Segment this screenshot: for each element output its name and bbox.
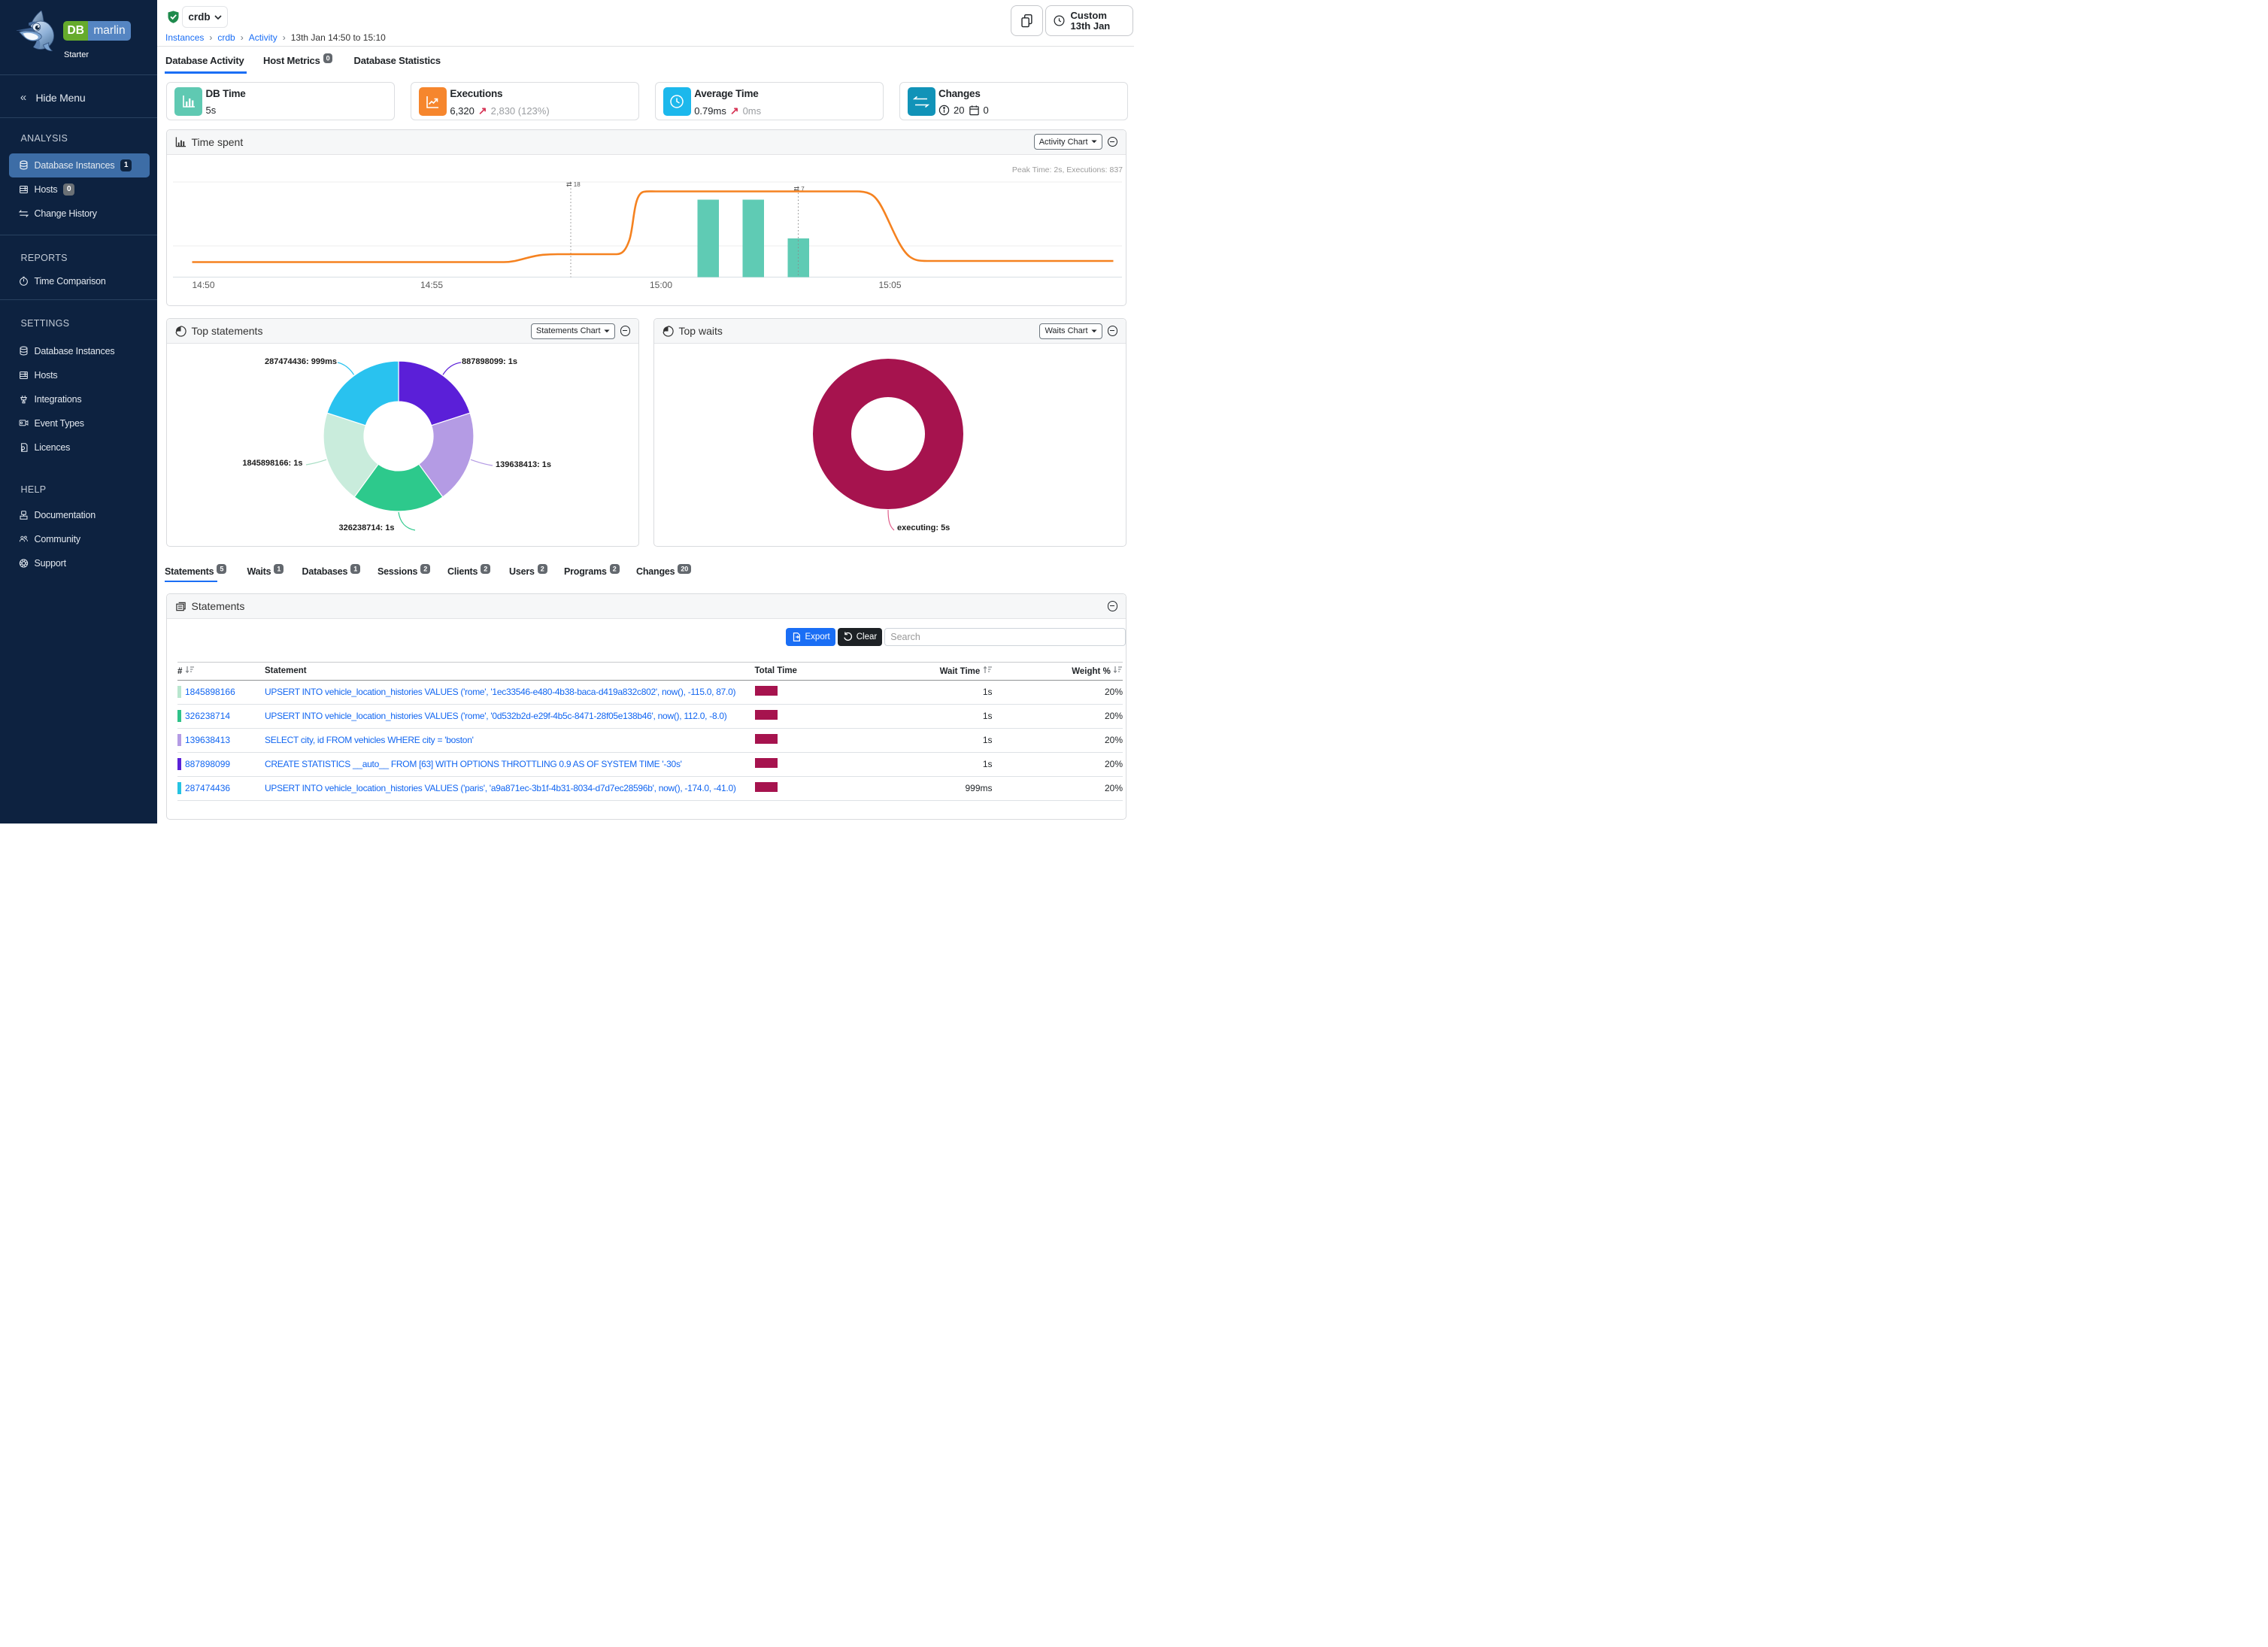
svg-text:1845898166: 1s: 1845898166: 1s (242, 459, 302, 468)
svg-text:287474436: 999ms: 287474436: 999ms (264, 357, 336, 366)
svg-text:15:00: 15:00 (649, 280, 672, 290)
svg-text:887898099: 1s: 887898099: 1s (462, 357, 517, 366)
svg-text:14:50: 14:50 (192, 280, 214, 290)
svg-text:⇄ 7: ⇄ 7 (793, 185, 805, 193)
svg-text:executing: 5s: executing: 5s (897, 523, 950, 532)
svg-text:14:55: 14:55 (420, 280, 442, 290)
svg-text:⇄ 18: ⇄ 18 (566, 180, 581, 188)
svg-text:326238714: 1s: 326238714: 1s (338, 523, 394, 532)
svg-text:139638413: 1s: 139638413: 1s (496, 460, 551, 469)
svg-text:15:05: 15:05 (878, 280, 901, 290)
svg-text:Peak Time: 2s, Executions: 837: Peak Time: 2s, Executions: 837 (1011, 165, 1122, 174)
